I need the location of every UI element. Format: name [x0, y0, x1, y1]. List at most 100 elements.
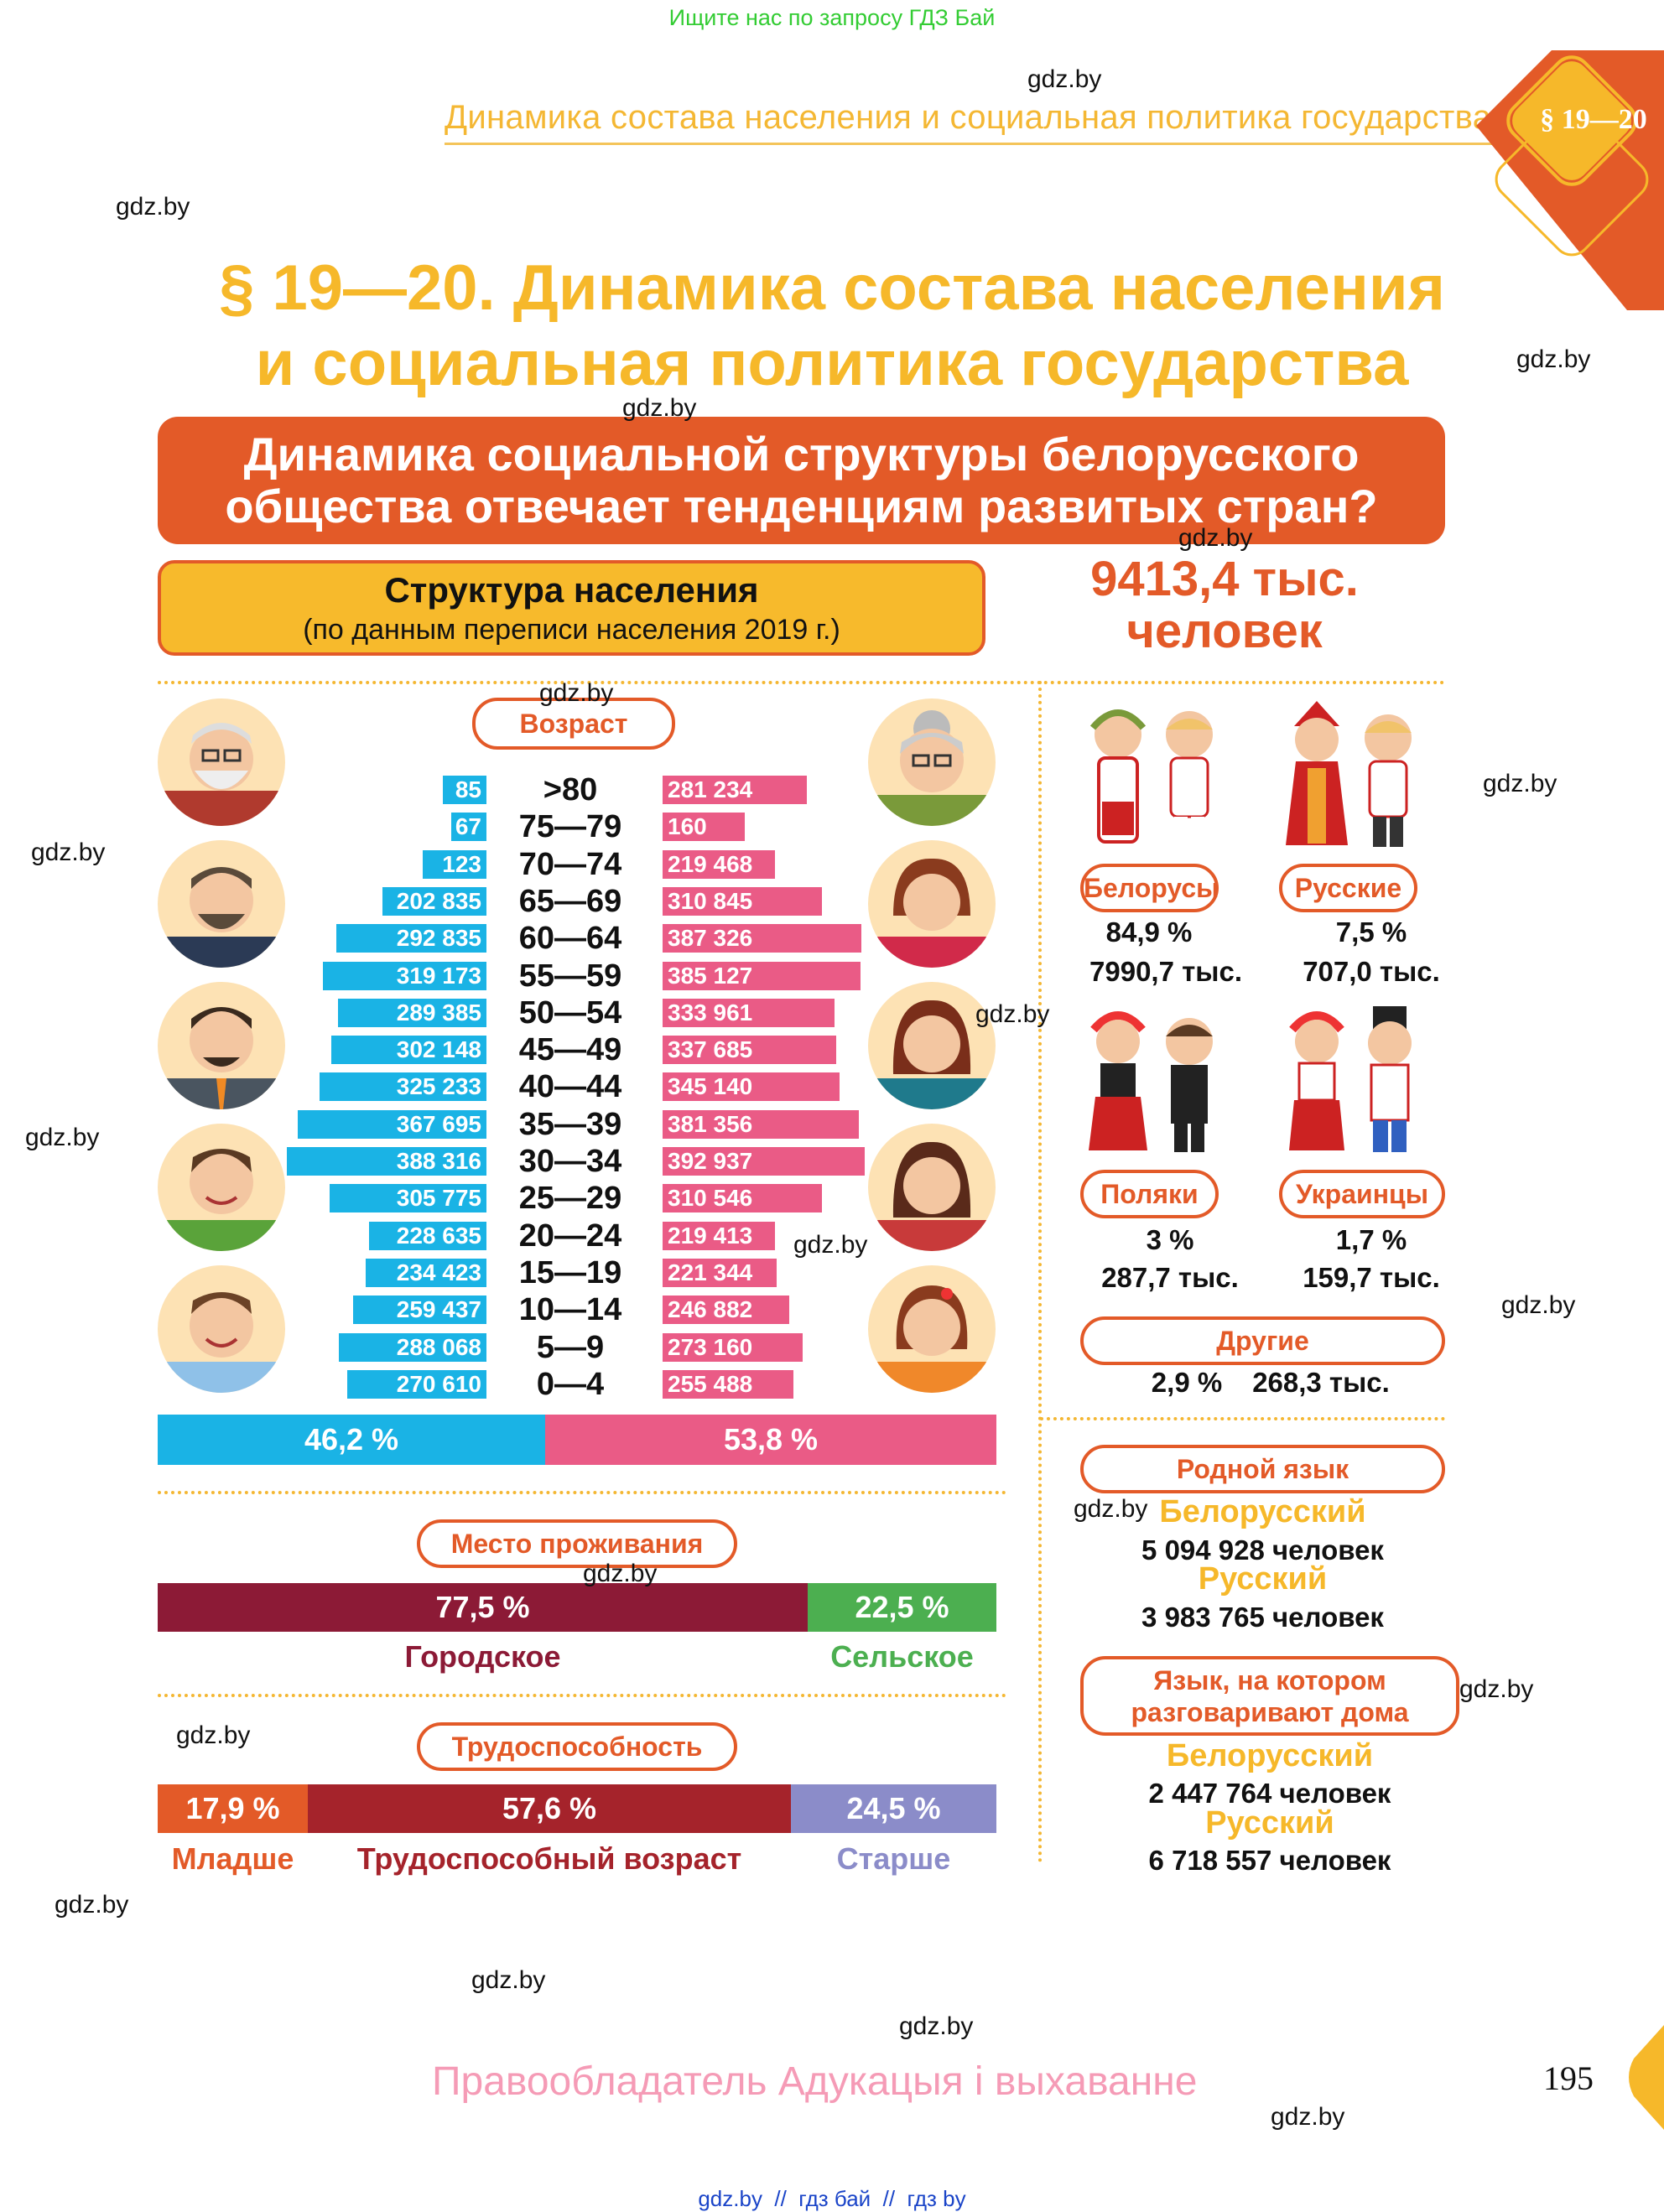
watermark: gdz.by — [55, 1891, 129, 1919]
page-number: 195 — [1543, 2059, 1594, 2097]
older-share-bar: 24,5 % — [791, 1784, 996, 1833]
population-total: 9413,4 тыс. человек — [1040, 553, 1409, 657]
male-bar: 325 233 — [320, 1072, 486, 1101]
ethnic-ukrainians-count: 159,7 тыс. — [1303, 1262, 1440, 1293]
age-group-label: 35—39 — [518, 1107, 622, 1142]
age-group-label: 10—14 — [518, 1292, 622, 1327]
watermark: gdz.by — [583, 1560, 658, 1587]
corner-decoration — [1476, 50, 1664, 310]
population-total-line1: 9413,4 тыс. — [1090, 552, 1359, 606]
ability-label: Трудоспособность — [417, 1722, 737, 1771]
male-bar: 270 610 — [347, 1370, 486, 1399]
female-bar: 381 356 — [663, 1110, 859, 1139]
age-group-label: 5—9 — [536, 1330, 605, 1365]
female-bar: 387 326 — [663, 924, 861, 953]
ethnic-poles-percent: 3 % — [1146, 1224, 1194, 1255]
age-group-label: 20—24 — [518, 1218, 622, 1254]
younger-label: Младше — [171, 1841, 294, 1876]
home-language-2: Русский — [1205, 1805, 1334, 1841]
watermark: gdz.by — [1483, 770, 1557, 797]
young-woman-avatar — [868, 1124, 996, 1251]
age-group-label: >80 — [543, 772, 598, 807]
page-title-line2: и социальная политика государства — [255, 328, 1409, 399]
ethnic-others-percent: 2,9 % — [1151, 1367, 1223, 1398]
home-language-1: Белорусский — [1166, 1738, 1374, 1773]
girl-avatar — [868, 1265, 996, 1393]
watermark: gdz.by — [31, 839, 106, 866]
female-bar: 219 413 — [663, 1222, 775, 1250]
top-search-hint: Ищите нас по запросу ГДЗ Бай — [668, 5, 996, 30]
ethnic-belarusians-count: 7990,7 тыс. — [1089, 956, 1242, 987]
bottom-links: gdz.by // гдз бай // гдз by — [698, 2186, 966, 2211]
female-bar: 273 160 — [663, 1333, 803, 1362]
watermark: gdz.by — [899, 2012, 974, 2040]
divider-after-pyramid — [158, 1491, 1006, 1494]
divider-after-residence — [158, 1694, 1006, 1697]
residence-label: Место проживания — [417, 1519, 737, 1568]
watermark: gdz.by — [793, 1231, 868, 1259]
younger-share-bar: 17,9 % — [158, 1784, 308, 1833]
male-bar: 302 148 — [331, 1036, 486, 1064]
male-bar: 319 173 — [323, 962, 486, 990]
female-bar: 310 845 — [663, 887, 822, 916]
male-bar: 234 423 — [366, 1259, 486, 1287]
male-bar: 367 695 — [298, 1110, 486, 1139]
male-bar: 259 437 — [353, 1296, 486, 1324]
divider-after-ethnic — [1040, 1417, 1445, 1420]
home-language-label: Язык, на котором разговаривают дома — [1080, 1656, 1459, 1736]
woman-teal-top-avatar — [868, 982, 996, 1109]
question-line2: общества отвечает тенденциям развитых ст… — [225, 480, 1378, 532]
boy-avatar — [158, 1265, 285, 1393]
native-language-1: Белорусский — [1159, 1494, 1366, 1529]
home-language-1-count: 2 447 764 человек — [1148, 1778, 1391, 1809]
question-banner: Динамика социальной структуры белорусско… — [158, 417, 1445, 544]
female-bar: 281 234 — [663, 776, 807, 804]
watermark: gdz.by — [1271, 2103, 1345, 2131]
age-group-label: 45—49 — [518, 1032, 622, 1067]
population-total-line2: человек — [1126, 604, 1323, 658]
question-line1: Динамика социальной структуры белорусско… — [243, 428, 1360, 480]
urban-share-bar: 77,5 % — [158, 1583, 808, 1632]
male-bar: 292 835 — [336, 924, 486, 953]
female-bar: 345 140 — [663, 1072, 840, 1101]
copyright-holder: Правообладатель Адукацыя і выхаванне — [432, 2059, 1198, 2104]
age-group-label: 55—59 — [518, 958, 622, 994]
male-bar: 388 316 — [287, 1147, 486, 1176]
watermark: gdz.by — [1459, 1675, 1534, 1703]
male-share-bar: 46,2 % — [158, 1415, 545, 1465]
age-group-label: 30—34 — [518, 1144, 622, 1179]
male-bar: 305 775 — [330, 1184, 486, 1212]
watermark: gdz.by — [116, 193, 190, 221]
age-label: Возраст — [472, 698, 675, 750]
elderly-man-avatar — [158, 698, 285, 826]
watermark: gdz.by — [622, 394, 697, 422]
page-title-line1: § 19—20. Динамика состава населения — [219, 252, 1445, 324]
elderly-woman-avatar — [868, 698, 996, 826]
home-language-label-line2: разговаривают дома — [1131, 1697, 1409, 1727]
ethnic-others-label: Другие — [1080, 1316, 1445, 1365]
native-language-label: Родной язык — [1080, 1445, 1445, 1493]
male-bar: 289 385 — [338, 999, 486, 1027]
watermark: gdz.by — [1074, 1495, 1148, 1523]
man-orange-tie-avatar — [158, 982, 285, 1109]
watermark: gdz.by — [176, 1721, 251, 1749]
ethnic-poles-label: Поляки — [1080, 1170, 1219, 1218]
structure-subtitle: (по данным переписи населения 2019 г.) — [303, 614, 840, 646]
age-group-label: 70—74 — [518, 847, 622, 882]
ethnic-belarusians-label: Белорусы — [1080, 864, 1219, 912]
watermark: gdz.by — [471, 1966, 546, 1994]
female-bar: 160 061 — [663, 813, 745, 868]
female-bar: 255 488 — [663, 1370, 793, 1399]
working-label: Трудоспособный возраст — [356, 1841, 742, 1876]
older-label: Старше — [836, 1841, 951, 1876]
ethnic-belarusians-percent: 84,9 % — [1105, 916, 1193, 948]
male-bar: 288 068 — [339, 1333, 486, 1362]
structure-header: Структура населения (по данным переписи … — [158, 560, 985, 656]
watermark: gdz.by — [539, 679, 614, 707]
watermark: gdz.by — [1027, 65, 1102, 93]
female-bar: 246 882 — [663, 1296, 789, 1324]
age-group-label: 40—44 — [518, 1069, 622, 1104]
ethnic-others-count: 268,3 тыс. — [1252, 1367, 1390, 1398]
native-language-2-count: 3 983 765 человек — [1141, 1602, 1384, 1633]
structure-title: Структура населения — [384, 570, 759, 610]
